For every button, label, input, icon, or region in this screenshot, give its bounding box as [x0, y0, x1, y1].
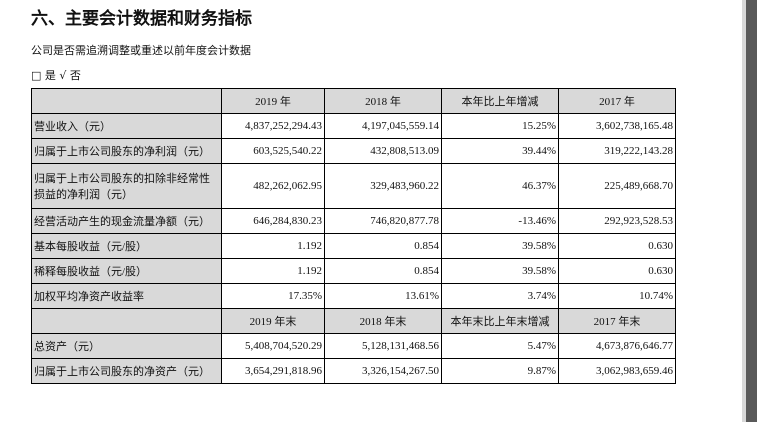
- value-cell: 225,489,668.70: [558, 163, 676, 209]
- value-cell: 3,326,154,267.50: [324, 358, 442, 384]
- table-row: 归属于上市公司股东的扣除非经常性损益的净利润（元） 482,262,062.95 3…: [31, 163, 676, 209]
- value-cell: 10.74%: [558, 283, 676, 309]
- table-header-row: 2019 年末 2018 年末 本年末比上年末增减 2017 年末: [31, 308, 676, 334]
- header-cell: [31, 88, 222, 114]
- restatement-question: 公司是否需追溯调整或重述以前年度会计数据: [31, 44, 251, 57]
- header-cell: 本年末比上年末增减: [441, 308, 559, 334]
- row-label: 归属于上市公司股东的净利润（元）: [31, 138, 222, 164]
- value-cell: 329,483,960.22: [324, 163, 442, 209]
- value-cell: 4,197,045,559.14: [324, 113, 442, 139]
- value-cell: 39.44%: [441, 138, 559, 164]
- value-cell: -13.46%: [441, 208, 559, 234]
- value-cell: 39.58%: [441, 233, 559, 259]
- value-cell: 746,820,877.78: [324, 208, 442, 234]
- row-label: 营业收入（元）: [31, 113, 222, 139]
- value-cell: 9.87%: [441, 358, 559, 384]
- value-cell: 5,408,704,520.29: [221, 333, 325, 359]
- row-label: 归属于上市公司股东的净资产（元）: [31, 358, 222, 384]
- value-cell: 603,525,540.22: [221, 138, 325, 164]
- row-label: 加权平均净资产收益率: [31, 283, 222, 309]
- table-row: 归属于上市公司股东的净利润（元） 603,525,540.22 432,808,51…: [31, 138, 676, 164]
- header-cell: 2019 年末: [221, 308, 325, 334]
- value-cell: 39.58%: [441, 258, 559, 284]
- value-cell: 0.854: [324, 233, 442, 259]
- value-cell: 432,808,513.09: [324, 138, 442, 164]
- value-cell: 3,602,738,165.48: [558, 113, 676, 139]
- header-cell: 2017 年末: [558, 308, 676, 334]
- row-label: 稀释每股收益（元/股）: [31, 258, 222, 284]
- value-cell: 0.630: [558, 258, 676, 284]
- table-row: 经营活动产生的现金流量净额（元） 646,284,830.23 746,820,87…: [31, 208, 676, 234]
- table-header-row: 2019 年 2018 年本年比上年增减 2017 年: [31, 88, 676, 114]
- value-cell: 5,128,131,468.56: [324, 333, 442, 359]
- restatement-options: □ 是 √ 否: [31, 69, 81, 82]
- value-cell: 3,654,291,818.96: [221, 358, 325, 384]
- value-cell: 0.630: [558, 233, 676, 259]
- section-title: 六、主要会计数据和财务指标: [31, 9, 252, 29]
- value-cell: 4,673,876,646.77: [558, 333, 676, 359]
- table-row: 总资产（元） 5,408,704,520.29 5,128,131,468.56 5.…: [31, 333, 676, 359]
- table-row: 营业收入（元） 4,837,252,294.43 4,197,045,559.14 1…: [31, 113, 676, 139]
- header-cell: 2019 年: [221, 88, 325, 114]
- row-label: 总资产（元）: [31, 333, 222, 359]
- value-cell: 15.25%: [441, 113, 559, 139]
- header-cell: 本年比上年增减: [441, 88, 559, 114]
- page-edge: [742, 0, 746, 422]
- value-cell: 46.37%: [441, 163, 559, 209]
- value-cell: 3,062,983,659.46: [558, 358, 676, 384]
- value-cell: 482,262,062.95: [221, 163, 325, 209]
- row-label: 基本每股收益（元/股）: [31, 233, 222, 259]
- row-label: 经营活动产生的现金流量净额（元）: [31, 208, 222, 234]
- header-cell: 2018 年: [324, 88, 442, 114]
- value-cell: 5.47%: [441, 333, 559, 359]
- scrollbar[interactable]: [746, 0, 757, 422]
- row-label: 归属于上市公司股东的扣除非经常性损益的净利润（元）: [31, 163, 222, 209]
- value-cell: 292,923,528.53: [558, 208, 676, 234]
- table-row: 稀释每股收益（元/股） 1.192 0.854 39.58% 0.630: [31, 258, 676, 284]
- table-row: 基本每股收益（元/股） 1.192 0.854 39.58% 0.630: [31, 233, 676, 259]
- value-cell: 0.854: [324, 258, 442, 284]
- table-row: 加权平均净资产收益率 17.35% 13.61% 3.74% 10.74%: [31, 283, 676, 309]
- value-cell: 646,284,830.23: [221, 208, 325, 234]
- value-cell: 4,837,252,294.43: [221, 113, 325, 139]
- value-cell: 1.192: [221, 233, 325, 259]
- value-cell: 3.74%: [441, 283, 559, 309]
- header-cell: 2018 年末: [324, 308, 442, 334]
- header-cell: 2017 年: [558, 88, 676, 114]
- table-row: 归属于上市公司股东的净资产（元） 3,654,291,818.96 3,326,15…: [31, 358, 676, 384]
- value-cell: 319,222,143.28: [558, 138, 676, 164]
- header-cell: [31, 308, 222, 334]
- value-cell: 1.192: [221, 258, 325, 284]
- value-cell: 13.61%: [324, 283, 442, 309]
- financial-data-table: 2019 年 2018 年本年比上年增减 2017 年营业收入（元） 4,837,25…: [31, 88, 676, 384]
- value-cell: 17.35%: [221, 283, 325, 309]
